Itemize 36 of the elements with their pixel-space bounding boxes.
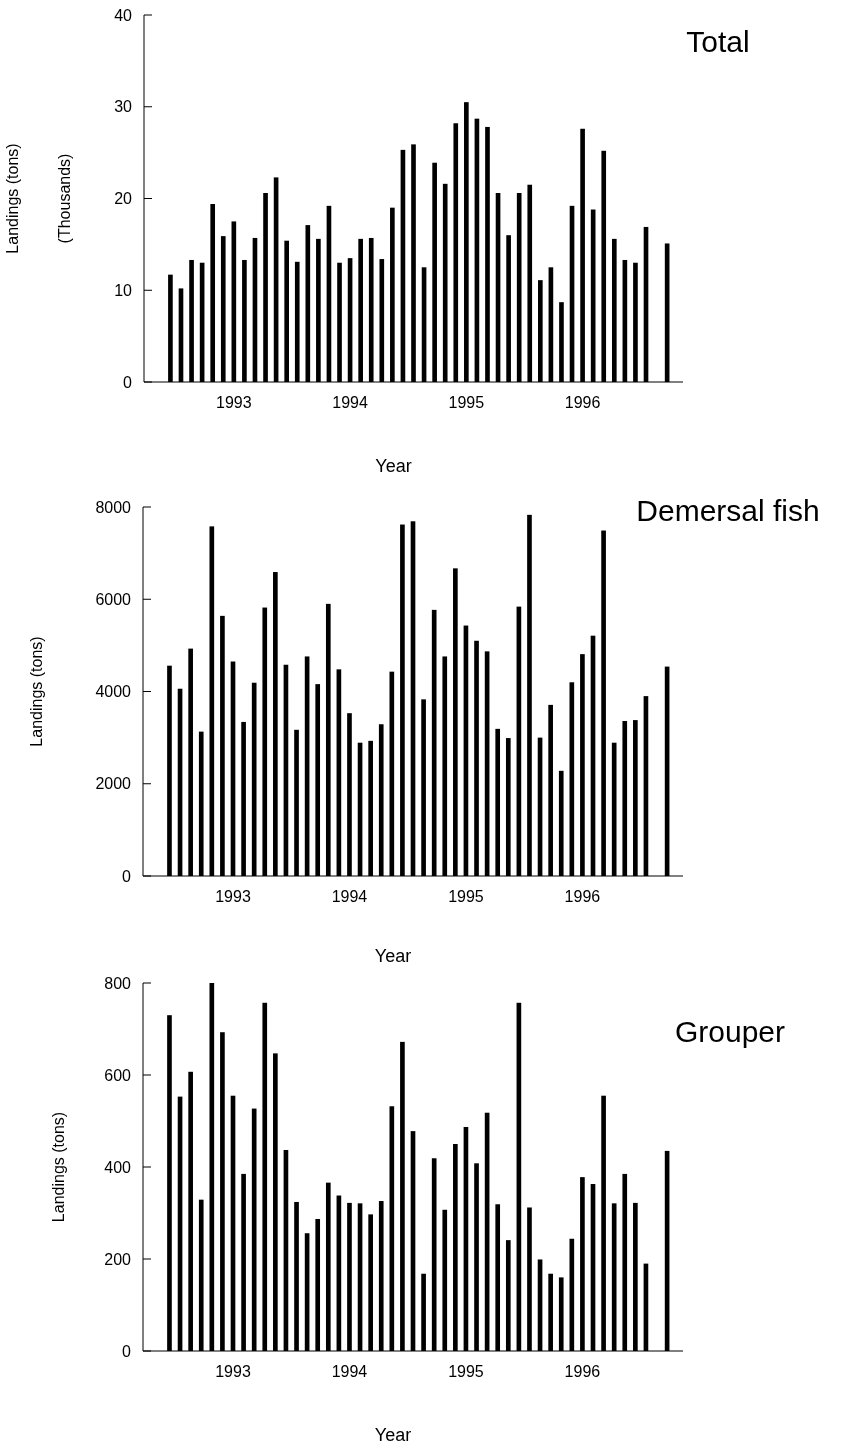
y-tick-label: 0 <box>122 867 132 885</box>
x-tick-label: 1996 <box>564 888 601 905</box>
x-tick-label: 1996 <box>564 394 601 411</box>
chart-title: Total <box>686 25 750 58</box>
y-tick-label: 30 <box>114 98 133 116</box>
x-tick-label: 1994 <box>332 394 368 411</box>
x-tick-label: 1994 <box>331 1363 368 1380</box>
x-tick-label: 1996 <box>564 1363 601 1380</box>
text: Grouper <box>674 1015 786 1048</box>
y-tick-label: 800 <box>104 974 132 992</box>
y-axis-title: Landings (tons) <box>50 1111 67 1223</box>
x-axis-title: Year <box>374 946 412 966</box>
x-tick-label: 1993 <box>216 394 252 411</box>
y-tick-label: 6000 <box>95 590 132 608</box>
y-tick-label: 4000 <box>95 683 132 701</box>
x-tick-label: 1995 <box>448 1363 484 1380</box>
x-axis-title: Year <box>374 1425 412 1445</box>
y-tick-label: 0 <box>122 1342 132 1360</box>
y-tick-label: 40 <box>114 6 133 24</box>
text: Landings (tons) (Thousands) <box>4 143 73 254</box>
y-tick-label: 20 <box>114 190 133 208</box>
chart-title: Demersal fish <box>636 494 820 527</box>
y-axis-title: Landings (tons) <box>28 636 45 747</box>
y-tick-label: 10 <box>114 281 133 299</box>
x-axis-title: Year <box>375 456 412 476</box>
y-tick-label: 0 <box>123 373 133 391</box>
x-tick-label: 1993 <box>215 888 251 905</box>
x-tick-label: 1995 <box>448 394 485 411</box>
y-tick-label: 400 <box>104 1158 132 1176</box>
y-tick-label: 600 <box>104 1066 132 1084</box>
x-tick-label: 1995 <box>448 888 484 905</box>
y-tick-label: 200 <box>104 1250 132 1268</box>
x-tick-label: 1994 <box>331 888 368 905</box>
x-tick-label: 1993 <box>215 1363 251 1380</box>
y-tick-label: 2000 <box>95 775 132 793</box>
y-tick-label: 8000 <box>95 498 132 516</box>
